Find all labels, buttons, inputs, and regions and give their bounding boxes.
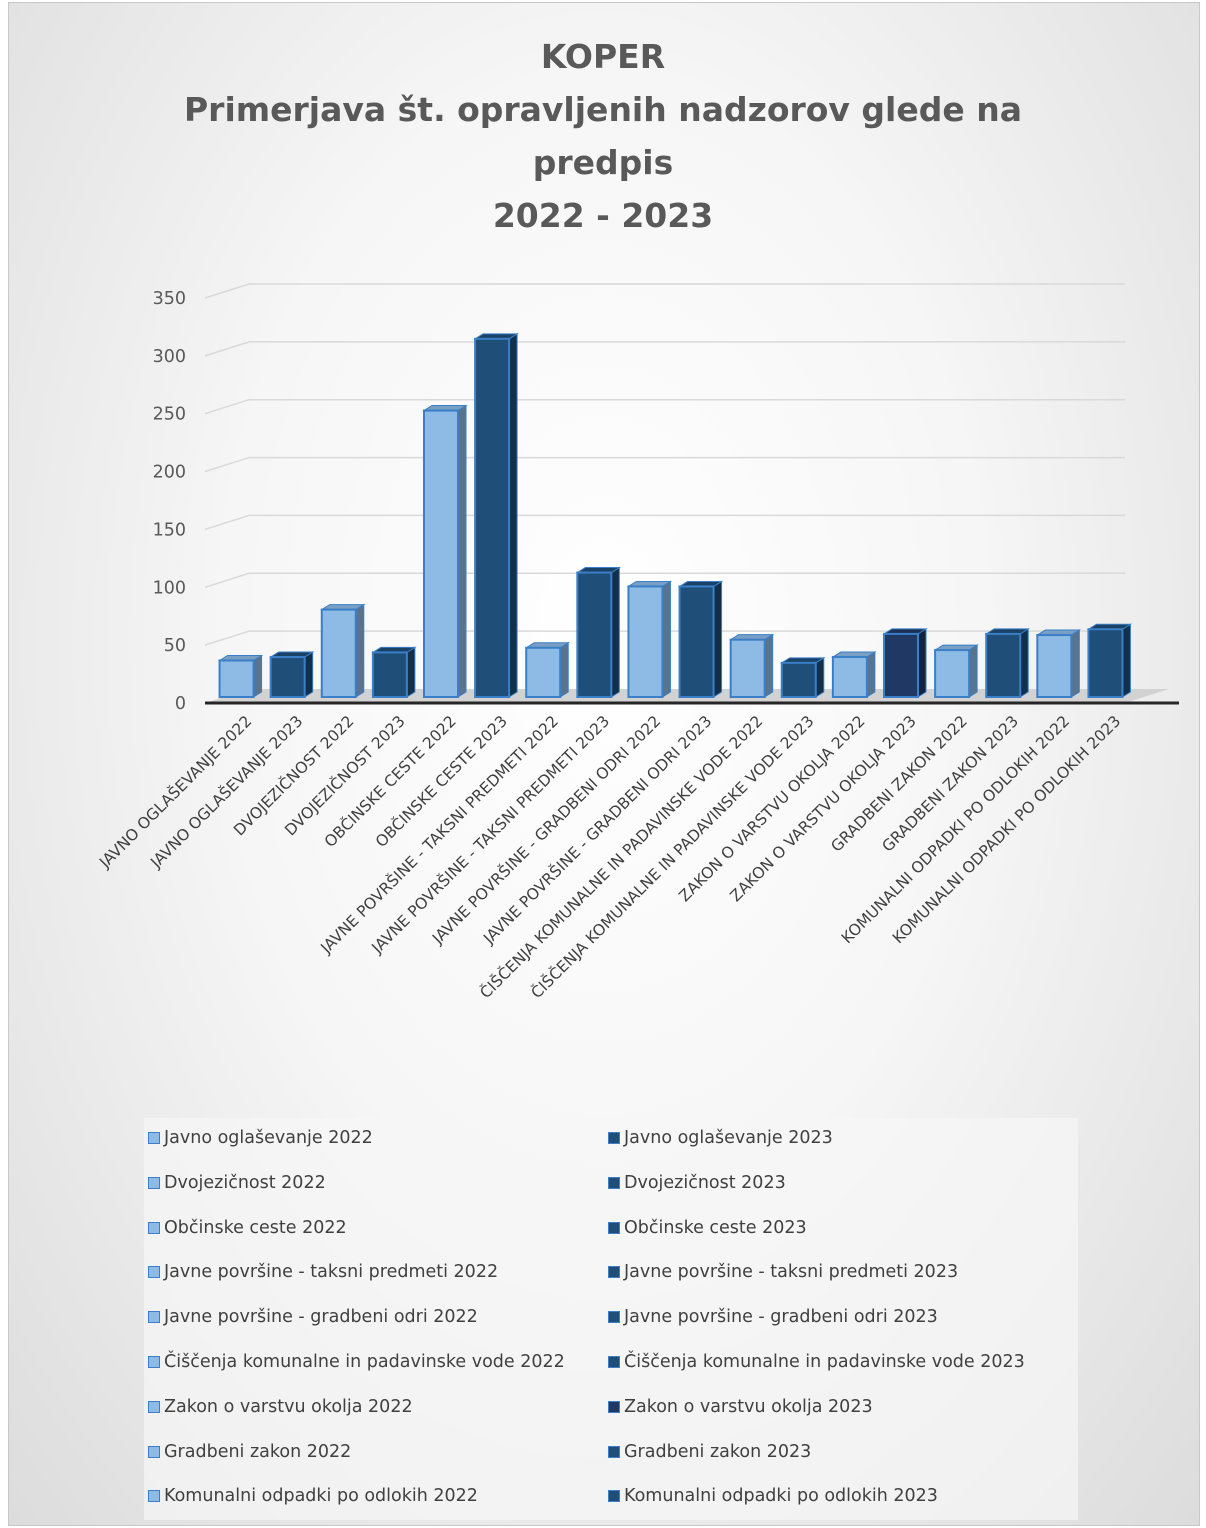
legend-swatch (608, 1266, 620, 1279)
legend-swatch (608, 1311, 620, 1324)
legend-swatch (148, 1221, 160, 1234)
bar (371, 646, 417, 699)
legend-entry: Komunalni odpadki po odlokih 2022 (148, 1476, 478, 1516)
y-tick-label: 350 (153, 289, 186, 309)
y-tick-label: 300 (153, 347, 186, 367)
legend-label: Občinske ceste 2022 (164, 1217, 347, 1238)
legend-label: Občinske ceste 2023 (624, 1217, 807, 1238)
gridline (204, 456, 1125, 473)
legend-swatch (148, 1311, 160, 1324)
chart-legend: Javno oglaševanje 2022 Javno oglaševanje … (144, 1118, 1078, 1520)
bar (575, 566, 622, 698)
x-tick-label: JAVNE POVRŠINE - TAKSNI PREDMETI 2023 (367, 711, 613, 957)
legend-entry: Javno oglaševanje 2023 (608, 1118, 833, 1158)
bar (933, 644, 979, 698)
legend-swatch (148, 1176, 160, 1189)
legend-swatch (148, 1266, 160, 1279)
bar (677, 580, 724, 699)
y-tick-label: 100 (153, 578, 186, 598)
legend-label: Javno oglaševanje 2022 (164, 1128, 373, 1148)
y-tick-label: 150 (153, 520, 186, 540)
bar (268, 651, 315, 698)
x-tick-label: ZAKON O VARSTVU OKOLJA 2023 (727, 712, 920, 905)
chart-title-line-4: 2022 - 2023 (492, 196, 714, 235)
y-tick-label: 250 (153, 405, 186, 425)
chart-title-line-1: KOPER (540, 37, 666, 76)
y-tick-label: 50 (164, 636, 186, 656)
legend-entry: Čiščenja komunalne in padavinske vode 20… (608, 1342, 1025, 1382)
legend-label: Čiščenja komunalne in padavinske vode 20… (164, 1352, 565, 1372)
legend-entry: Dvojezičnost 2022 (148, 1163, 326, 1203)
legend-entry: Čiščenja komunalne in padavinske vode 20… (148, 1342, 565, 1382)
legend-entry: Občinske ceste 2022 (148, 1208, 347, 1248)
gridline (204, 283, 1125, 299)
legend-label: Gradbeni zakon 2023 (624, 1441, 812, 1462)
legend-swatch (608, 1221, 620, 1234)
legend-label: Dvojezičnost 2023 (624, 1172, 786, 1193)
legend-entry: Javne površine - gradbeni odri 2022 (148, 1297, 478, 1337)
legend-entry: Javne površine - taksni predmeti 2022 (148, 1252, 498, 1292)
legend-swatch (608, 1400, 620, 1413)
chart-title-line-3: predpis (532, 143, 674, 182)
legend-entry: Zakon o varstvu okolja 2023 (608, 1387, 873, 1427)
gridline (204, 514, 1125, 531)
legend-entry: Dvojezičnost 2023 (608, 1163, 786, 1203)
bar (882, 627, 928, 699)
bar (320, 603, 366, 698)
legend-label: Javne površine - taksni predmeti 2022 (164, 1262, 499, 1283)
legend-entry: Javne površine - taksni predmeti 2023 (608, 1252, 958, 1292)
bar (984, 627, 1030, 699)
legend-label: Javne površine - gradbeni odri 2022 (164, 1307, 478, 1328)
bar (626, 580, 673, 699)
legend-label: Komunalni odpadki po odlokih 2023 (624, 1486, 938, 1507)
legend-label: Javno oglaševanje 2023 (624, 1128, 833, 1148)
legend-swatch (608, 1132, 620, 1144)
chart-title: KOPER Primerjava št. opravljenih nadzoro… (0, 30, 1206, 242)
legend-entry: Komunalni odpadki po odlokih 2023 (608, 1476, 938, 1516)
legend-entry: Gradbeni zakon 2023 (608, 1432, 811, 1472)
legend-entry: Javno oglaševanje 2022 (148, 1118, 373, 1158)
legend-swatch (608, 1356, 620, 1368)
legend-swatch (608, 1445, 620, 1458)
legend-swatch (148, 1490, 160, 1503)
gridline (204, 572, 1125, 589)
legend-label: Zakon o varstvu okolja 2023 (624, 1396, 873, 1417)
bar (217, 654, 264, 698)
legend-label: Zakon o varstvu okolja 2022 (164, 1396, 413, 1417)
gridline (204, 341, 1125, 357)
y-tick-label: 0 (175, 694, 186, 714)
legend-label: Gradbeni zakon 2022 (164, 1441, 352, 1462)
bar (524, 641, 570, 698)
legend-swatch (148, 1356, 160, 1368)
bar (728, 633, 775, 699)
legend-swatch (148, 1445, 160, 1458)
legend-label: Javne površine - taksni predmeti 2023 (624, 1262, 959, 1283)
gridline (204, 398, 1125, 415)
legend-entry: Gradbeni zakon 2022 (148, 1432, 351, 1472)
legend-entry: Zakon o varstvu okolja 2022 (148, 1387, 413, 1427)
bar (473, 332, 519, 698)
legend-label: Dvojezičnost 2022 (164, 1172, 326, 1193)
legend-swatch (608, 1176, 620, 1189)
legend-swatch (148, 1400, 160, 1413)
gridline (204, 630, 1125, 646)
bar (1035, 629, 1082, 698)
legend-entry: Občinske ceste 2023 (608, 1208, 807, 1248)
legend-label: Javne površine - gradbeni odri 2023 (624, 1307, 938, 1328)
legend-label: Čiščenja komunalne in padavinske vode 20… (624, 1352, 1025, 1372)
bar (422, 404, 468, 698)
legend-swatch (608, 1490, 620, 1503)
bar (780, 656, 826, 698)
legend-label: Komunalni odpadki po odlokih 2022 (164, 1486, 478, 1507)
x-tick-label: JAVNE POVRŠINE - TAKSNI PREDMETI 2022 (316, 711, 562, 957)
bar (1086, 623, 1133, 698)
legend-swatch (148, 1132, 160, 1144)
bar (831, 651, 877, 698)
y-tick-label: 200 (153, 463, 186, 483)
chart-title-line-2: Primerjava št. opravljenih nadzorov gled… (183, 90, 1023, 129)
x-tick-label: ZAKON O VARSTVU OKOLJA 2022 (676, 712, 869, 905)
legend-entry: Javne površine - gradbeni odri 2023 (608, 1297, 938, 1337)
